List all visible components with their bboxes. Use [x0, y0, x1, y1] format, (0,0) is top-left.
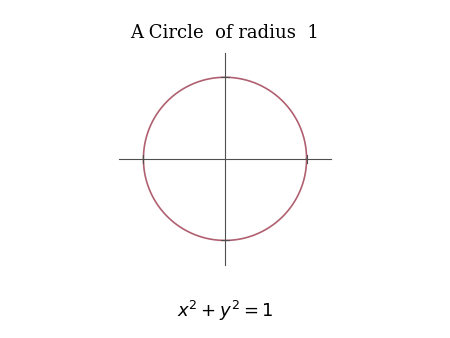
Text: A Circle  of radius  1: A Circle of radius 1: [130, 24, 320, 42]
Text: $x^2 + y^2 = 1$: $x^2 + y^2 = 1$: [177, 299, 273, 323]
